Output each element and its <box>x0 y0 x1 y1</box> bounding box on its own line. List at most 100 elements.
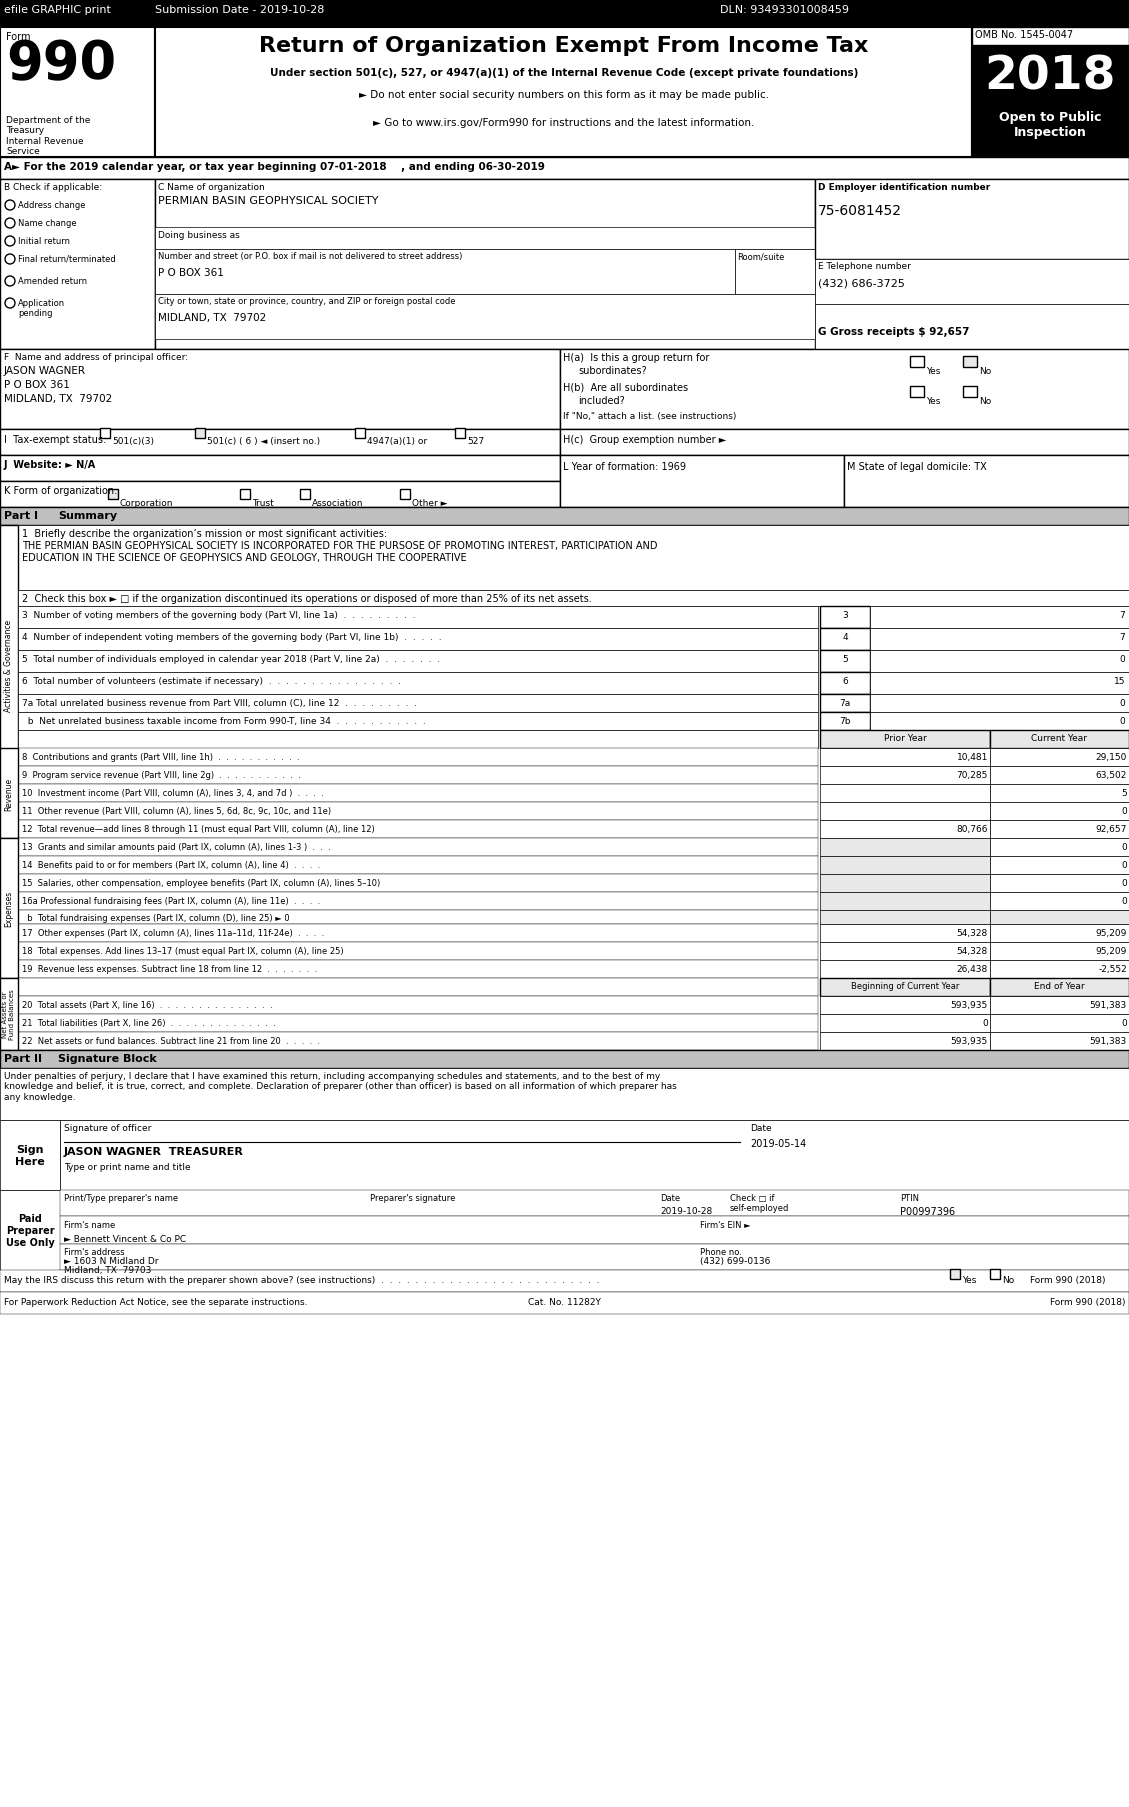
Text: 54,328: 54,328 <box>956 947 988 956</box>
Text: included?: included? <box>578 396 624 407</box>
Text: 7: 7 <box>1119 611 1124 620</box>
Bar <box>0 1270 1129 1292</box>
Text: 6  Total number of volunteers (estimate if necessary)  .  .  .  .  .  .  .  .  .: 6 Total number of volunteers (estimate i… <box>21 676 401 685</box>
Text: JASON WAGNER  TREASURER: JASON WAGNER TREASURER <box>64 1146 244 1156</box>
Bar <box>18 672 819 694</box>
Text: 501(c)(3): 501(c)(3) <box>112 437 154 446</box>
Bar <box>0 1068 1129 1120</box>
Text: L Year of formation: 1969: L Year of formation: 1969 <box>563 463 686 472</box>
Text: Expenses: Expenses <box>5 891 14 927</box>
Bar <box>0 1191 60 1270</box>
Bar <box>815 260 1129 305</box>
Text: 10  Investment income (Part VIII, column (A), lines 3, 4, and 7d )  .  .  .  .: 10 Investment income (Part VIII, column … <box>21 788 324 797</box>
Text: 7a: 7a <box>839 699 850 708</box>
Text: Activities & Governance: Activities & Governance <box>5 620 14 712</box>
Text: Yes: Yes <box>962 1276 977 1285</box>
Bar <box>0 508 1129 526</box>
Text: 29,150: 29,150 <box>1095 752 1127 761</box>
Bar <box>735 249 815 295</box>
Text: subordinates?: subordinates? <box>578 365 647 376</box>
Bar <box>18 1014 819 1032</box>
Text: Association: Association <box>312 499 364 508</box>
Text: 12  Total revenue—add lines 8 through 11 (must equal Part VIII, column (A), line: 12 Total revenue—add lines 8 through 11 … <box>21 824 375 833</box>
Text: Under penalties of perjury, I declare that I have examined this return, includin: Under penalties of perjury, I declare th… <box>5 1072 676 1100</box>
Text: 54,328: 54,328 <box>956 929 988 938</box>
Bar <box>0 838 18 978</box>
Text: 2  Check this box ► □ if the organization discontinued its operations or dispose: 2 Check this box ► □ if the organization… <box>21 595 592 604</box>
Text: 527: 527 <box>467 437 484 446</box>
Bar <box>963 387 977 398</box>
Bar <box>820 978 990 996</box>
Text: C Name of organization: C Name of organization <box>158 183 264 192</box>
Text: Yes: Yes <box>926 398 940 407</box>
Text: Yes: Yes <box>926 367 940 376</box>
Text: DLN: 93493301008459: DLN: 93493301008459 <box>720 5 849 14</box>
Bar <box>18 1032 819 1050</box>
Bar <box>560 455 844 508</box>
Text: G Gross receipts $ 92,657: G Gross receipts $ 92,657 <box>819 327 970 336</box>
Text: Type or print name and title: Type or print name and title <box>64 1162 191 1171</box>
Bar <box>155 228 815 249</box>
Bar <box>990 838 1129 857</box>
Bar <box>820 1032 990 1050</box>
Text: ► 1603 N Midland Dr: ► 1603 N Midland Dr <box>64 1256 158 1265</box>
Bar <box>400 490 410 501</box>
Bar <box>820 820 990 838</box>
Bar <box>870 651 1129 672</box>
Bar <box>820 748 990 766</box>
Text: 5: 5 <box>1121 788 1127 797</box>
Text: A► For the 2019 calendar year, or tax year beginning 07-01-2018    , and ending : A► For the 2019 calendar year, or tax ye… <box>5 163 545 172</box>
Bar <box>820 996 990 1014</box>
Text: Cat. No. 11282Y: Cat. No. 11282Y <box>527 1297 601 1306</box>
Bar <box>972 101 1129 157</box>
Text: For Paperwork Reduction Act Notice, see the separate instructions.: For Paperwork Reduction Act Notice, see … <box>5 1297 307 1306</box>
Text: Firm's EIN ►: Firm's EIN ► <box>700 1220 751 1229</box>
Bar <box>18 526 1129 591</box>
Text: OMB No. 1545-0047: OMB No. 1545-0047 <box>975 31 1074 40</box>
Bar <box>18 961 819 978</box>
Text: Firm's name: Firm's name <box>64 1220 115 1229</box>
Bar <box>18 996 819 1014</box>
Text: Name change: Name change <box>18 219 77 228</box>
Text: 591,383: 591,383 <box>1089 1001 1127 1010</box>
Text: MIDLAND, TX  79702: MIDLAND, TX 79702 <box>5 394 112 403</box>
Bar <box>990 978 1129 996</box>
Bar <box>820 784 990 802</box>
Text: Submission Date - 2019-10-28: Submission Date - 2019-10-28 <box>155 5 324 14</box>
Text: 3: 3 <box>842 611 848 620</box>
Text: 7: 7 <box>1119 632 1124 641</box>
Text: Address change: Address change <box>18 201 86 210</box>
Text: Revenue: Revenue <box>5 777 14 810</box>
Bar <box>18 978 819 996</box>
Bar <box>100 428 110 439</box>
Text: THE PERMIAN BASIN GEOPHYSICAL SOCIETY IS INCORPORATED FOR THE PURSOSE OF PROMOTI: THE PERMIAN BASIN GEOPHYSICAL SOCIETY IS… <box>21 540 657 562</box>
Bar <box>18 651 819 672</box>
Text: B Check if applicable:: B Check if applicable: <box>5 183 102 192</box>
Bar <box>60 1191 1129 1270</box>
Text: Print/Type preparer's name: Print/Type preparer's name <box>64 1193 178 1202</box>
Bar <box>820 607 870 629</box>
Bar <box>990 925 1129 943</box>
Bar <box>844 455 1129 508</box>
Text: 16a Professional fundraising fees (Part IX, column (A), line 11e)  .  .  .  .: 16a Professional fundraising fees (Part … <box>21 896 321 905</box>
Bar <box>820 802 990 820</box>
Text: ► Go to www.irs.gov/Form990 for instructions and the latest information.: ► Go to www.irs.gov/Form990 for instruct… <box>374 117 754 128</box>
Bar <box>0 430 560 455</box>
Text: H(b)  Are all subordinates: H(b) Are all subordinates <box>563 381 688 392</box>
Bar <box>963 356 977 369</box>
Text: 95,209: 95,209 <box>1095 947 1127 956</box>
Bar <box>18 925 819 943</box>
Bar <box>910 387 924 398</box>
Text: 3  Number of voting members of the governing body (Part VI, line 1a)  .  .  .  .: 3 Number of voting members of the govern… <box>21 611 415 620</box>
Text: Corporation: Corporation <box>120 499 174 508</box>
Text: Check □ if
self-employed: Check □ if self-employed <box>730 1193 789 1212</box>
Text: H(c)  Group exemption number ►: H(c) Group exemption number ► <box>563 435 726 445</box>
Bar <box>455 428 465 439</box>
Text: 1  Briefly describe the organization’s mission or most significant activities:: 1 Briefly describe the organization’s mi… <box>21 529 387 538</box>
Bar <box>155 181 815 351</box>
Text: Under section 501(c), 527, or 4947(a)(1) of the Internal Revenue Code (except pr: Under section 501(c), 527, or 4947(a)(1)… <box>270 69 858 78</box>
Text: Prior Year: Prior Year <box>884 734 927 743</box>
Bar <box>820 893 990 911</box>
Text: Preparer's signature: Preparer's signature <box>370 1193 455 1202</box>
Bar <box>18 784 819 802</box>
